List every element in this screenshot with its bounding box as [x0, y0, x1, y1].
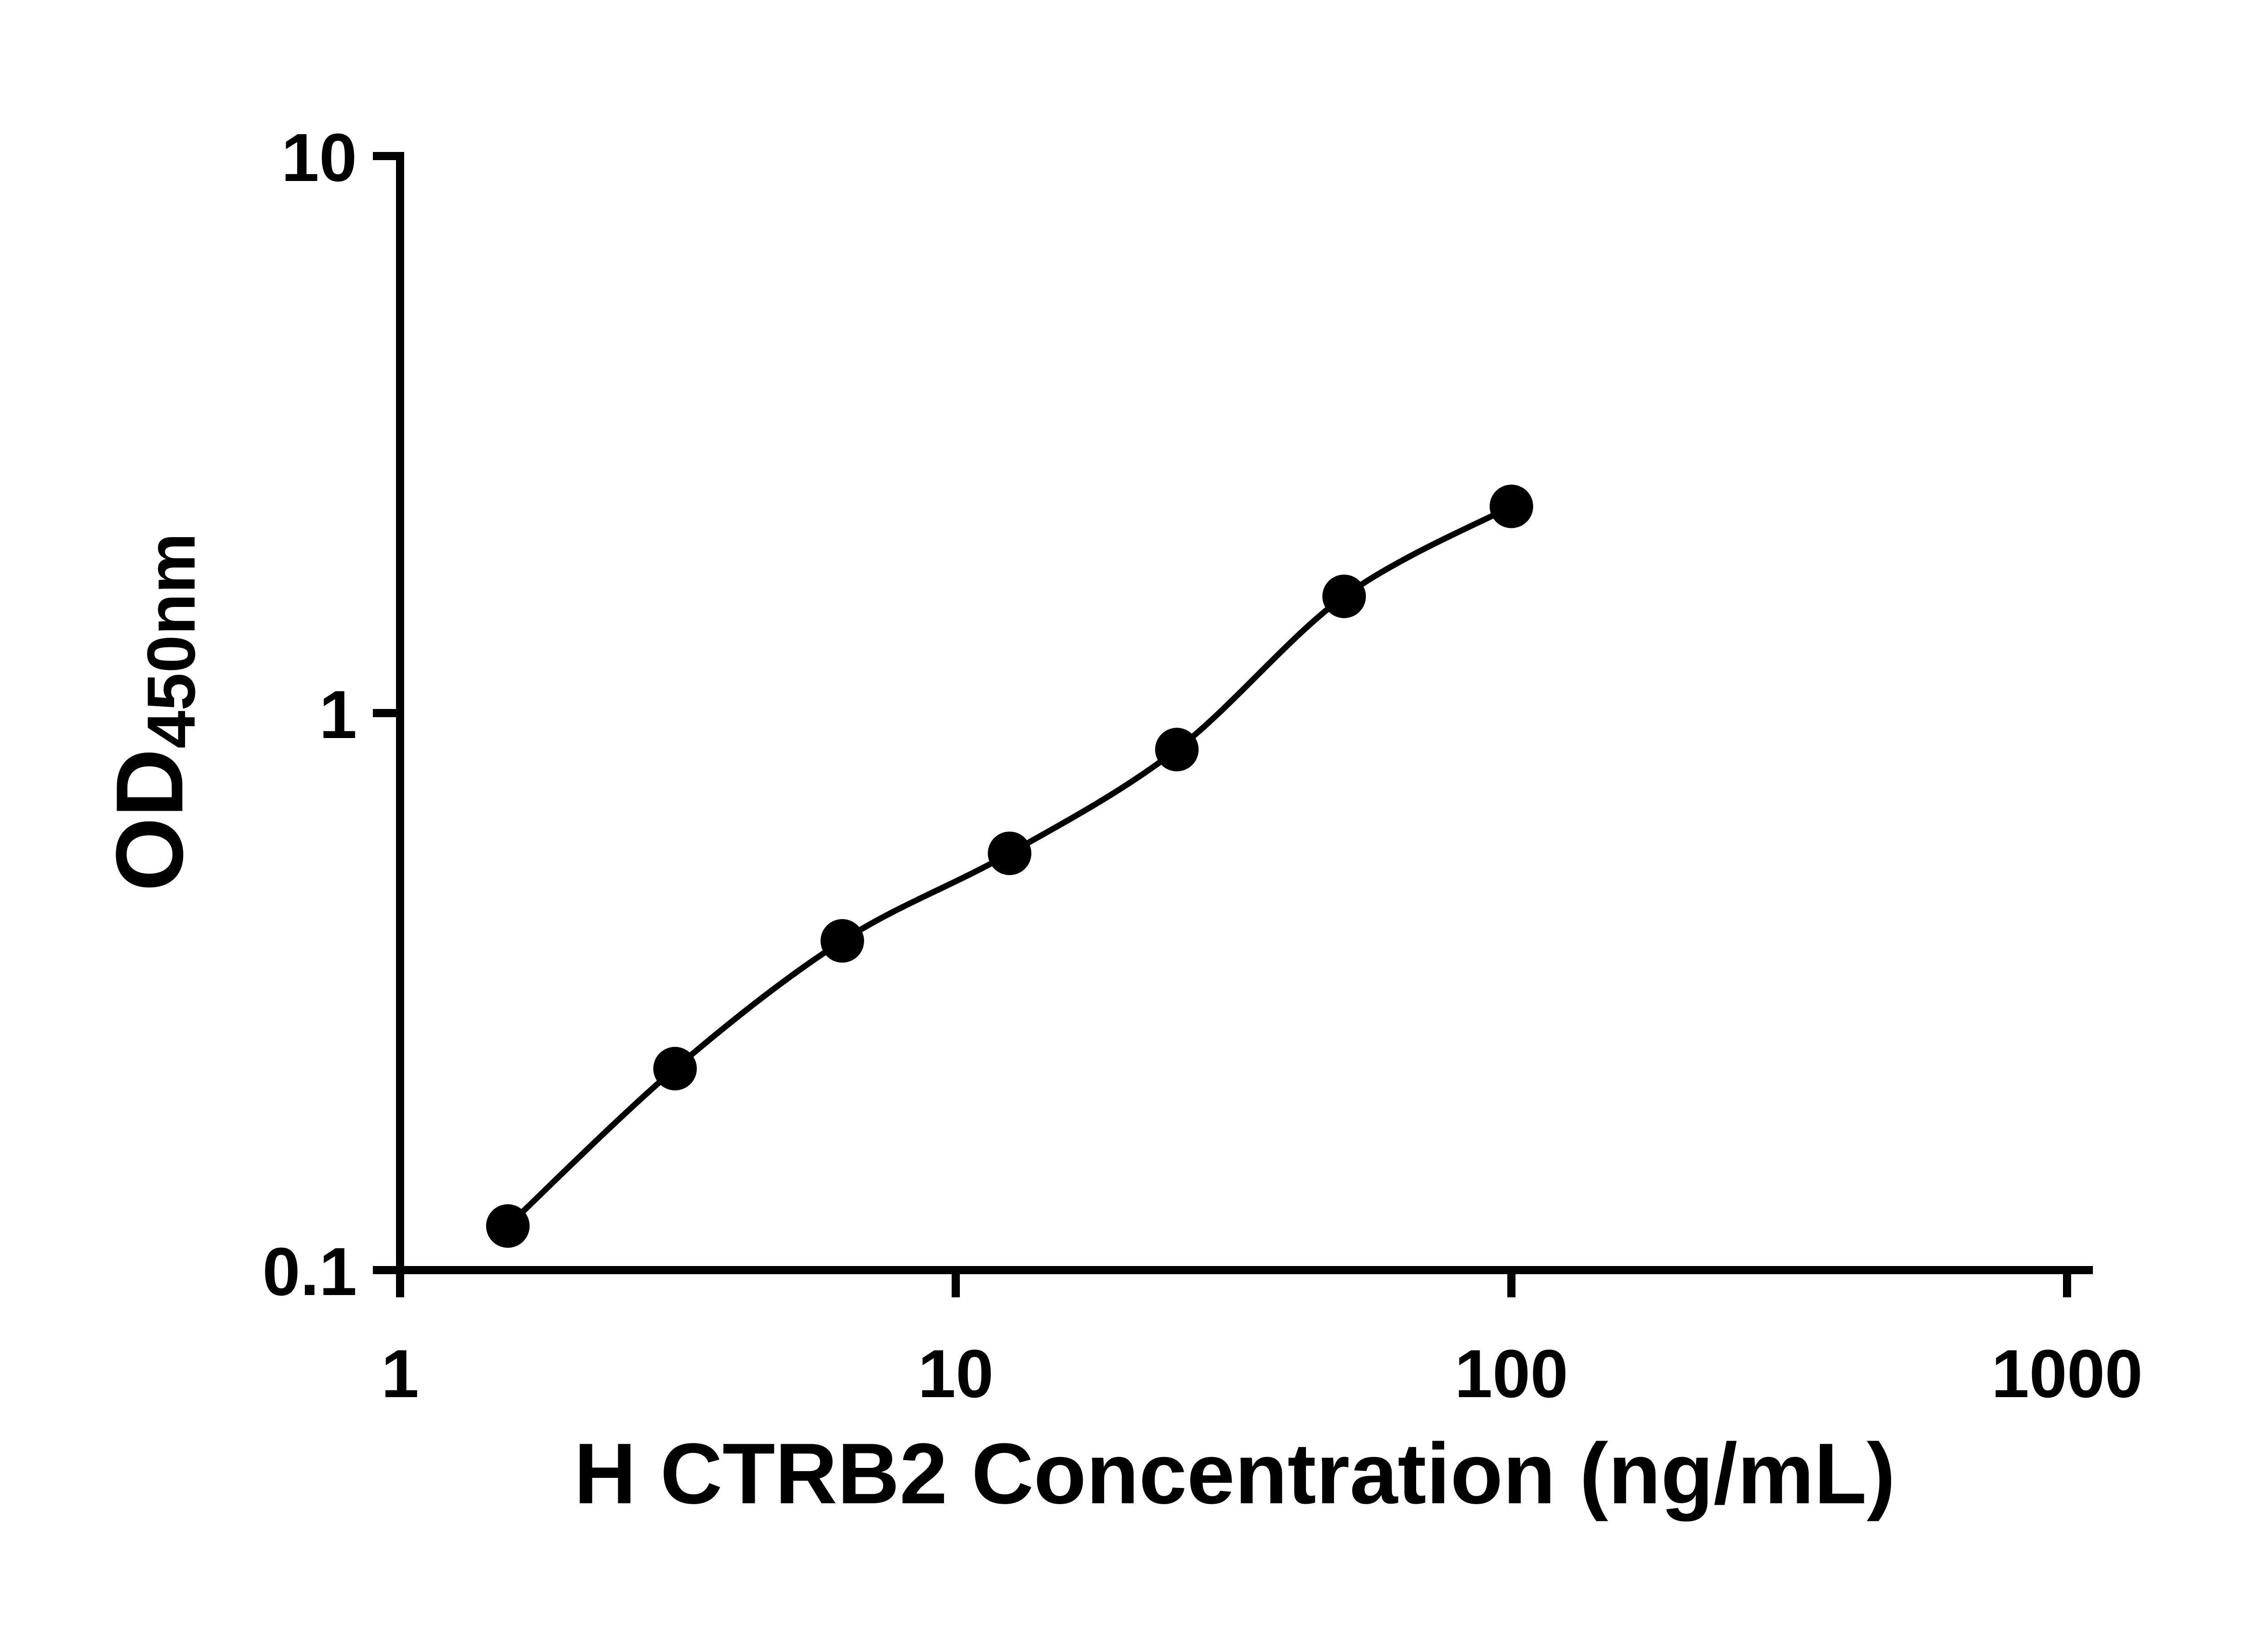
y-axis-title: OD450nm [95, 533, 209, 892]
data-point [1490, 484, 1533, 528]
y-axis-title-subscript: 450nm [133, 533, 209, 749]
x-axis-title: H CTRB2 Concentration (ng/mL) [574, 1426, 1896, 1522]
data-point [1322, 574, 1366, 618]
data-point [1155, 728, 1199, 772]
data-point [820, 919, 864, 963]
y-tick-label: 10 [281, 119, 357, 196]
x-tick-label: 1000 [1991, 1335, 2143, 1412]
data-point [653, 1046, 697, 1090]
y-tick-label: 1 [319, 676, 357, 753]
y-tick-label: 0.1 [262, 1233, 357, 1310]
y-axis-title-main: OD [96, 748, 203, 892]
data-point [987, 831, 1031, 875]
x-tick-label: 10 [918, 1335, 994, 1412]
data-point [486, 1204, 530, 1248]
x-tick-label: 1 [381, 1335, 419, 1412]
x-tick-label: 100 [1455, 1335, 1568, 1412]
